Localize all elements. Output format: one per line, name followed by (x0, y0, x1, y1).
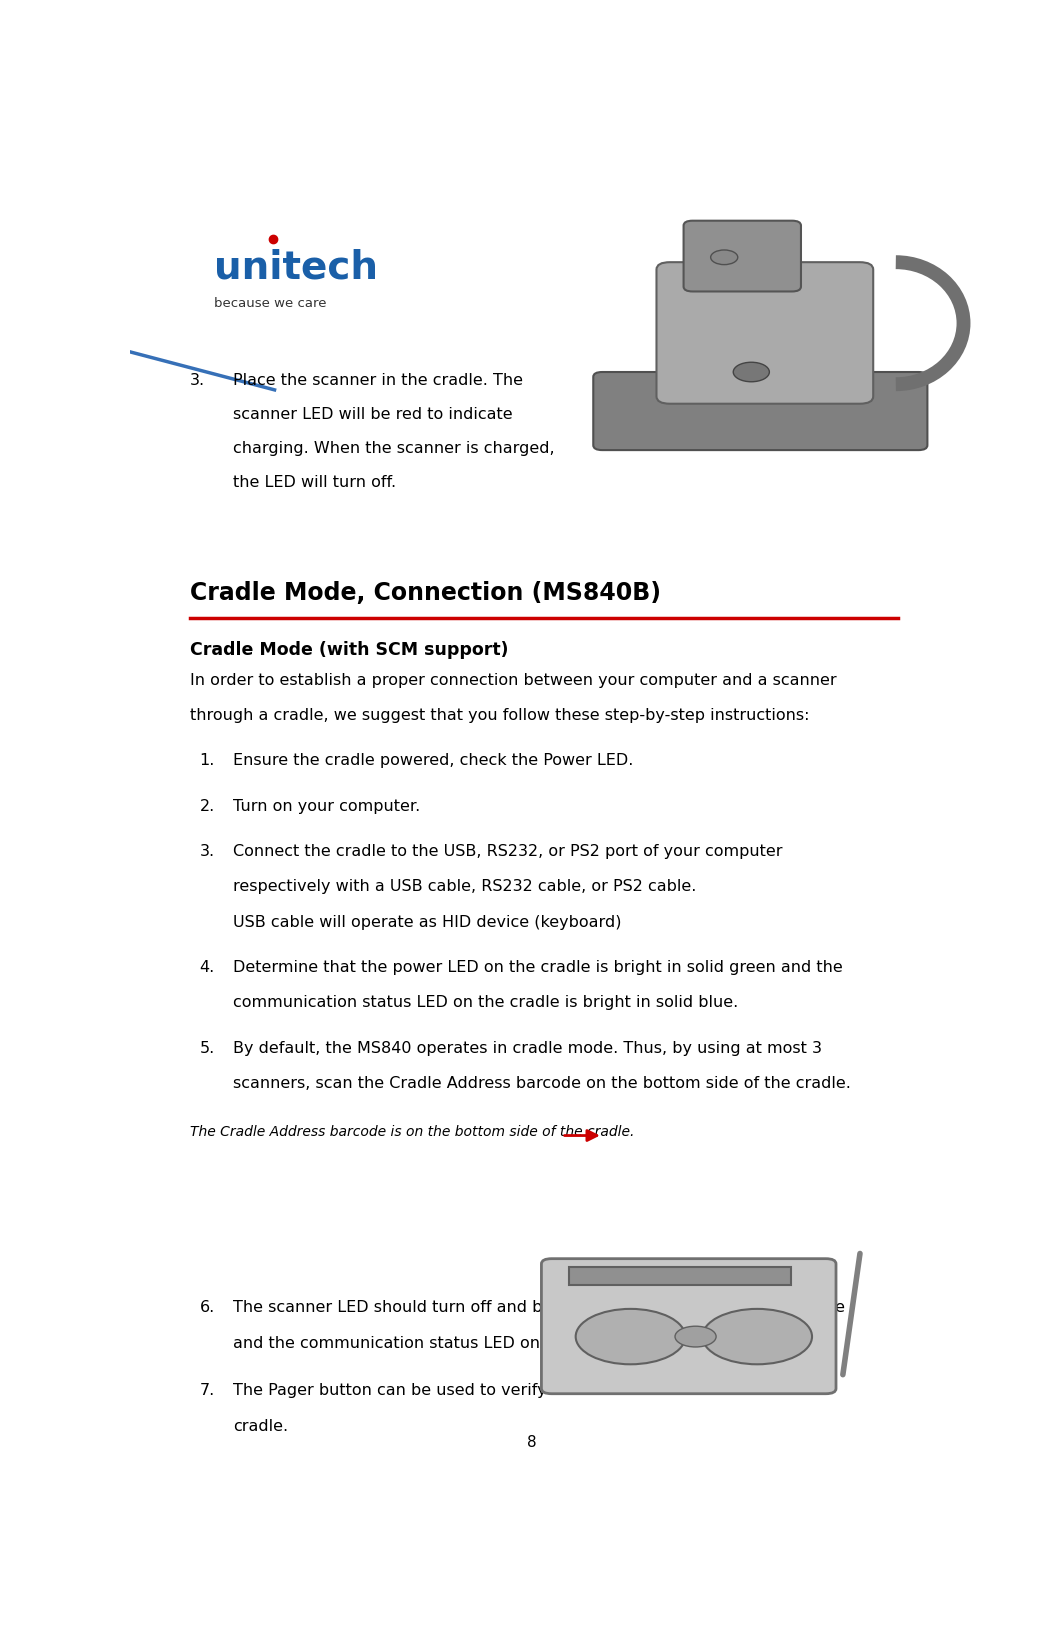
Text: communication status LED on the cradle is bright in solid blue.: communication status LED on the cradle i… (233, 995, 738, 1010)
Text: 5.: 5. (199, 1040, 215, 1055)
Text: Turn on your computer.: Turn on your computer. (233, 798, 420, 812)
FancyBboxPatch shape (542, 1259, 836, 1394)
Text: 7.: 7. (199, 1383, 215, 1398)
Text: scanner LED will be red to indicate: scanner LED will be red to indicate (233, 407, 513, 422)
Text: Ensure the cradle powered, check the Power LED.: Ensure the cradle powered, check the Pow… (233, 753, 633, 768)
Text: 2.: 2. (199, 798, 215, 812)
Text: 1.: 1. (199, 753, 215, 768)
FancyBboxPatch shape (684, 221, 801, 292)
Text: cradle.: cradle. (233, 1417, 288, 1432)
Text: unitech: unitech (214, 249, 378, 287)
Text: respectively with a USB cable, RS232 cable, or PS2 cable.: respectively with a USB cable, RS232 cab… (233, 878, 696, 893)
Text: Connect the cradle to the USB, RS232, or PS2 port of your computer: Connect the cradle to the USB, RS232, or… (233, 844, 783, 859)
Text: Cradle Mode, Connection (MS840B): Cradle Mode, Connection (MS840B) (190, 582, 661, 605)
Text: USB cable will operate as HID device (keyboard): USB cable will operate as HID device (ke… (233, 915, 621, 929)
Text: 4.: 4. (199, 959, 215, 974)
Circle shape (703, 1309, 812, 1365)
Text: Cradle Mode (with SCM support): Cradle Mode (with SCM support) (190, 641, 509, 659)
FancyBboxPatch shape (594, 372, 927, 452)
Circle shape (711, 250, 738, 265)
Text: through a cradle, we suggest that you follow these step-by-step instructions:: through a cradle, we suggest that you fo… (190, 707, 810, 722)
Text: The Pager button can be used to verify correct connection of scanner and: The Pager button can be used to verify c… (233, 1383, 826, 1398)
Text: because we care: because we care (214, 297, 327, 310)
Circle shape (733, 363, 769, 382)
Circle shape (675, 1327, 716, 1346)
Text: and the communication status LED on the cradle should flash in blue.: and the communication status LED on the … (233, 1335, 793, 1350)
Text: charging. When the scanner is charged,: charging. When the scanner is charged, (233, 442, 554, 456)
Bar (569, 1267, 792, 1285)
Text: The scanner LED should turn off and beep shortly one time with a high tone: The scanner LED should turn off and beep… (233, 1300, 845, 1315)
Text: The Cradle Address barcode is on the bottom side of the cradle.: The Cradle Address barcode is on the bot… (190, 1124, 634, 1139)
Text: 8: 8 (527, 1434, 537, 1449)
Text: 3.: 3. (199, 844, 215, 859)
Text: the LED will turn off.: the LED will turn off. (233, 475, 395, 489)
Text: scanners, scan the Cradle Address barcode on the bottom side of the cradle.: scanners, scan the Cradle Address barcod… (233, 1074, 850, 1091)
FancyBboxPatch shape (656, 264, 873, 404)
Text: 3.: 3. (190, 372, 206, 387)
Text: Determine that the power LED on the cradle is bright in solid green and the: Determine that the power LED on the crad… (233, 959, 843, 974)
Circle shape (576, 1309, 685, 1365)
Text: Place the scanner in the cradle. The: Place the scanner in the cradle. The (233, 372, 523, 387)
Text: In order to establish a proper connection between your computer and a scanner: In order to establish a proper connectio… (190, 672, 837, 687)
Text: 6.: 6. (199, 1300, 215, 1315)
Text: By default, the MS840 operates in cradle mode. Thus, by using at most 3: By default, the MS840 operates in cradle… (233, 1040, 822, 1055)
